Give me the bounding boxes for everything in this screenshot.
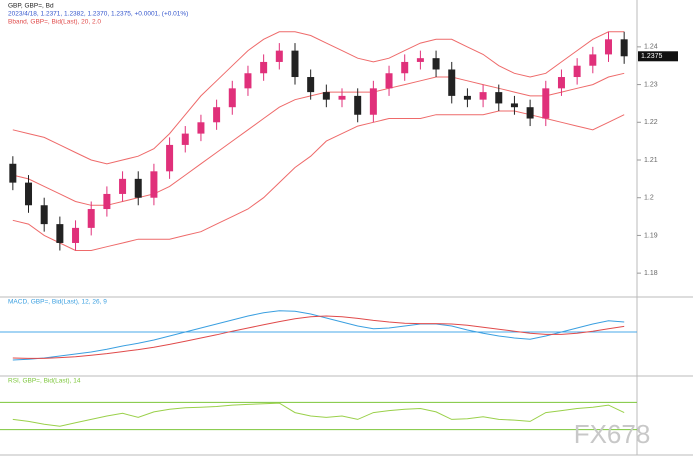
candle-body xyxy=(25,182,33,206)
y-tick-label: 1.18 xyxy=(644,270,658,277)
y-tick-label: 1.21 xyxy=(644,157,658,164)
bband-label: Bband, GBP=, Bid(Last), 20, 2.0 xyxy=(8,19,101,26)
candle-body xyxy=(369,88,377,115)
candle-body xyxy=(72,227,80,243)
series-line xyxy=(12,402,625,427)
last-price-label: 1.2375 xyxy=(641,53,663,60)
candle-body xyxy=(134,178,142,198)
candle-body xyxy=(244,73,252,89)
candle-body xyxy=(213,107,221,123)
macd-label: MACD, GBP=, Bid(Last), 12, 26, 9 xyxy=(8,299,107,306)
watermark: FX678 xyxy=(574,419,651,449)
candle-body xyxy=(432,58,440,70)
candle-body xyxy=(479,92,487,100)
y-tick-label: 1.23 xyxy=(644,81,658,88)
candle-body xyxy=(510,103,518,108)
candle-body xyxy=(260,61,268,74)
candle-body xyxy=(40,205,48,225)
candle-body xyxy=(291,50,299,78)
candle-body xyxy=(197,122,205,134)
rsi-label: RSI, GBP=, Bid(Last), 14 xyxy=(8,378,81,385)
candle-body xyxy=(589,54,597,66)
main-subtitle: 2023/4/18, 1.2371, 1.2382, 1.2370, 1.237… xyxy=(8,11,188,18)
candle-body xyxy=(150,171,158,198)
candle-body xyxy=(604,39,612,55)
y-tick-label: 1.24 xyxy=(644,44,658,51)
series-line xyxy=(12,110,625,251)
candle-body xyxy=(181,133,189,145)
candle-body xyxy=(385,73,393,89)
candle-body xyxy=(542,88,550,119)
candle-body xyxy=(307,77,315,93)
y-tick-label: 1.2 xyxy=(644,195,654,202)
candle-body xyxy=(448,69,456,96)
candle-body xyxy=(275,50,283,62)
candle-body xyxy=(526,107,534,119)
y-tick-label: 1.19 xyxy=(644,232,658,239)
y-tick-label: 1.22 xyxy=(644,119,658,126)
candle-body xyxy=(9,163,17,183)
candle-body xyxy=(416,58,424,62)
candle-body xyxy=(56,224,64,243)
candle-body xyxy=(557,77,565,89)
candle-body xyxy=(338,95,346,100)
candle-body xyxy=(119,178,127,194)
candle-body xyxy=(495,92,503,104)
candle-body xyxy=(620,39,628,57)
candle-body xyxy=(354,95,362,115)
candle-body xyxy=(573,65,581,78)
last-price-tag xyxy=(638,51,678,62)
candle-body xyxy=(228,88,236,108)
candle-body xyxy=(103,193,111,210)
series-line xyxy=(12,72,625,206)
series-line xyxy=(12,315,625,359)
candle-body xyxy=(322,92,330,100)
candle-body xyxy=(401,61,409,74)
candle-body xyxy=(463,95,471,100)
candle-body xyxy=(166,144,174,172)
series-line xyxy=(12,31,625,165)
main-title: GBP, GBP=, Bd xyxy=(8,3,54,10)
candle-body xyxy=(87,209,95,228)
